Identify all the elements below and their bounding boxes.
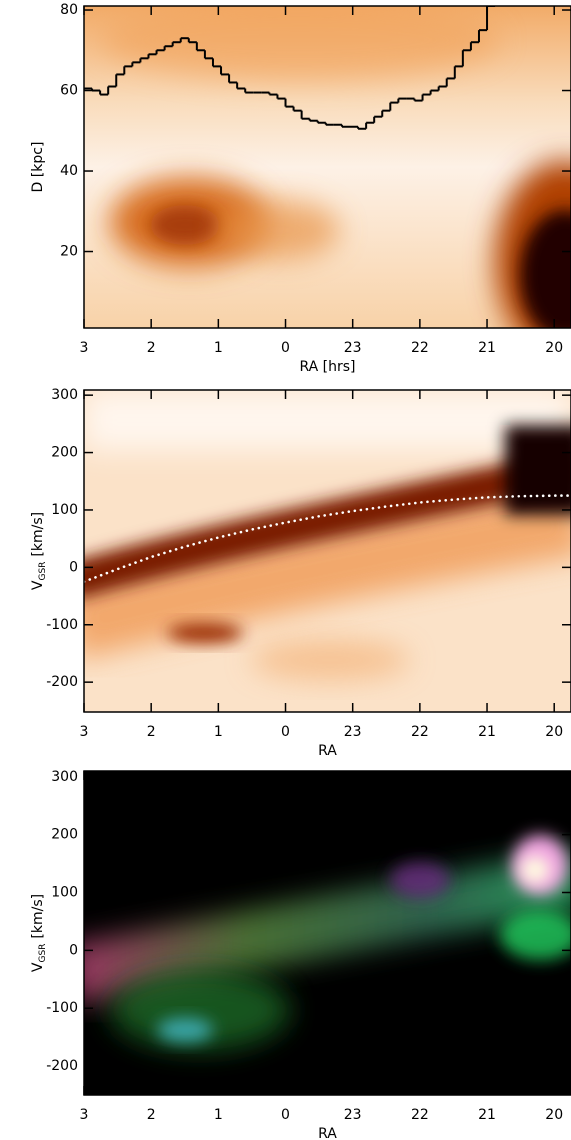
y-axis-label: VGSR [km/s] xyxy=(30,512,48,590)
x-tick-label: 1 xyxy=(214,340,223,356)
plot-area xyxy=(84,6,496,130)
x-tick-label: 1 xyxy=(214,724,223,740)
y-axis-label: VGSR [km/s] xyxy=(30,894,48,972)
x-tick-label: 23 xyxy=(344,340,362,356)
step-riser xyxy=(91,6,489,129)
x-tick-label: 23 xyxy=(344,724,362,740)
y-tick-label: 200 xyxy=(51,827,78,843)
x-tick-label: 0 xyxy=(281,724,290,740)
y-tick-label: 100 xyxy=(51,885,78,901)
x-tick-label: 22 xyxy=(411,1107,429,1123)
x-tick-label: 2 xyxy=(147,340,156,356)
density-map xyxy=(84,6,571,328)
y-axis-label-part: GSR xyxy=(38,944,48,963)
x-axis-label: RA [hrs] xyxy=(299,359,355,375)
y-tick-label: -200 xyxy=(46,1058,78,1074)
x-tick-label: 0 xyxy=(281,340,290,356)
x-tick-label: 2 xyxy=(147,724,156,740)
model-curve xyxy=(84,494,571,584)
y-axis-label-part: [km/s] xyxy=(30,512,46,557)
y-tick-label: 100 xyxy=(51,502,78,518)
x-tick-label: 1 xyxy=(214,1107,223,1123)
y-axis-label-part: GSR xyxy=(38,562,48,581)
x-tick-label: 21 xyxy=(478,340,496,356)
plot-frame xyxy=(83,389,571,713)
x-tick-label: 2 xyxy=(147,1107,156,1123)
plot-frame xyxy=(83,770,571,1096)
x-tick-label: 3 xyxy=(80,340,89,356)
plot-frame xyxy=(83,5,571,329)
x-tick-label: 20 xyxy=(545,340,563,356)
y-axis-label-part: V xyxy=(30,962,46,972)
y-axis-label-part: V xyxy=(30,580,46,590)
x-tick-label: 3 xyxy=(80,724,89,740)
y-tick-label: 0 xyxy=(69,559,78,575)
y-axis-label: D [kpc] xyxy=(30,142,46,193)
x-tick-label: 21 xyxy=(478,1107,496,1123)
y-tick-label: 80 xyxy=(60,2,78,18)
x-axis-label: RA xyxy=(318,743,337,759)
x-tick-label: 20 xyxy=(545,1107,563,1123)
x-tick-label: 3 xyxy=(80,1107,89,1123)
x-tick-label: 22 xyxy=(411,340,429,356)
y-tick-label: 200 xyxy=(51,445,78,461)
color-map xyxy=(84,771,571,1095)
y-tick-label: 60 xyxy=(60,83,78,99)
y-tick-label: -200 xyxy=(46,674,78,690)
x-tick-label: 23 xyxy=(344,1107,362,1123)
x-tick-label: 21 xyxy=(478,724,496,740)
y-tick-label: -100 xyxy=(46,617,78,633)
x-tick-label: 0 xyxy=(281,1107,290,1123)
y-tick-label: -100 xyxy=(46,1000,78,1016)
y-tick-label: 40 xyxy=(60,163,78,179)
x-tick-label: 22 xyxy=(411,724,429,740)
x-tick-label: 20 xyxy=(545,724,563,740)
y-axis-label-part: [km/s] xyxy=(30,894,46,939)
y-tick-label: 20 xyxy=(60,244,78,260)
y-tick-label: 300 xyxy=(51,769,78,785)
velocity-map xyxy=(84,390,571,712)
y-tick-label: 300 xyxy=(51,387,78,403)
x-axis-label: RA xyxy=(318,1126,337,1140)
y-tick-label: 0 xyxy=(69,942,78,958)
plot-area xyxy=(84,494,571,584)
